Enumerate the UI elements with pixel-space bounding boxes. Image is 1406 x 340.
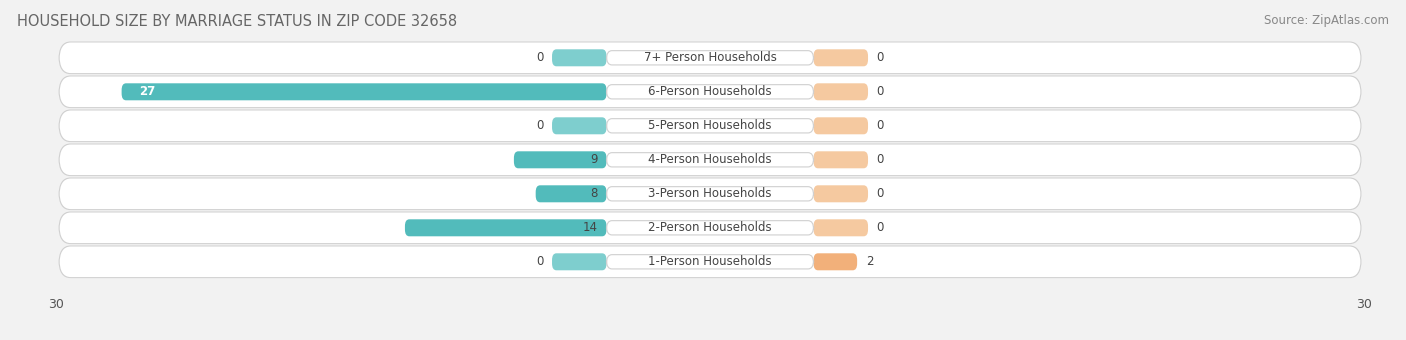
FancyBboxPatch shape — [59, 110, 1361, 141]
FancyBboxPatch shape — [606, 85, 814, 99]
FancyBboxPatch shape — [59, 177, 1361, 210]
FancyBboxPatch shape — [814, 117, 868, 134]
FancyBboxPatch shape — [536, 185, 606, 202]
FancyBboxPatch shape — [606, 51, 814, 65]
FancyBboxPatch shape — [814, 219, 868, 236]
Text: 0: 0 — [536, 51, 543, 64]
Text: 0: 0 — [877, 51, 884, 64]
FancyBboxPatch shape — [606, 255, 814, 269]
Text: Source: ZipAtlas.com: Source: ZipAtlas.com — [1264, 14, 1389, 27]
FancyBboxPatch shape — [553, 117, 606, 134]
FancyBboxPatch shape — [553, 253, 606, 270]
Text: 5-Person Households: 5-Person Households — [648, 119, 772, 132]
Text: 0: 0 — [536, 119, 543, 132]
FancyBboxPatch shape — [59, 245, 1361, 278]
FancyBboxPatch shape — [59, 178, 1361, 209]
Text: 0: 0 — [877, 119, 884, 132]
Text: 4-Person Households: 4-Person Households — [648, 153, 772, 166]
Text: 2-Person Households: 2-Person Households — [648, 221, 772, 234]
FancyBboxPatch shape — [122, 83, 606, 100]
FancyBboxPatch shape — [814, 253, 858, 270]
FancyBboxPatch shape — [606, 221, 814, 235]
FancyBboxPatch shape — [606, 153, 814, 167]
FancyBboxPatch shape — [405, 219, 606, 236]
Text: 9: 9 — [591, 153, 598, 166]
FancyBboxPatch shape — [59, 212, 1361, 243]
Text: 0: 0 — [536, 255, 543, 268]
FancyBboxPatch shape — [553, 49, 606, 66]
Text: 8: 8 — [591, 187, 598, 200]
Text: 3-Person Households: 3-Person Households — [648, 187, 772, 200]
FancyBboxPatch shape — [59, 41, 1361, 74]
FancyBboxPatch shape — [59, 211, 1361, 244]
FancyBboxPatch shape — [59, 143, 1361, 176]
FancyBboxPatch shape — [814, 49, 868, 66]
FancyBboxPatch shape — [814, 83, 868, 100]
Text: 6-Person Households: 6-Person Households — [648, 85, 772, 98]
FancyBboxPatch shape — [814, 151, 868, 168]
FancyBboxPatch shape — [606, 187, 814, 201]
FancyBboxPatch shape — [59, 144, 1361, 175]
FancyBboxPatch shape — [59, 246, 1361, 277]
Text: 0: 0 — [877, 221, 884, 234]
Text: 14: 14 — [583, 221, 598, 234]
Text: 0: 0 — [877, 153, 884, 166]
FancyBboxPatch shape — [814, 185, 868, 202]
Text: 7+ Person Households: 7+ Person Households — [644, 51, 776, 64]
FancyBboxPatch shape — [515, 151, 606, 168]
FancyBboxPatch shape — [59, 109, 1361, 142]
Text: 0: 0 — [877, 187, 884, 200]
Text: 27: 27 — [139, 85, 155, 98]
Text: HOUSEHOLD SIZE BY MARRIAGE STATUS IN ZIP CODE 32658: HOUSEHOLD SIZE BY MARRIAGE STATUS IN ZIP… — [17, 14, 457, 29]
FancyBboxPatch shape — [59, 76, 1361, 107]
Text: 0: 0 — [877, 85, 884, 98]
Text: 2: 2 — [866, 255, 873, 268]
FancyBboxPatch shape — [606, 119, 814, 133]
Text: 1-Person Households: 1-Person Households — [648, 255, 772, 268]
FancyBboxPatch shape — [59, 42, 1361, 73]
FancyBboxPatch shape — [59, 75, 1361, 108]
